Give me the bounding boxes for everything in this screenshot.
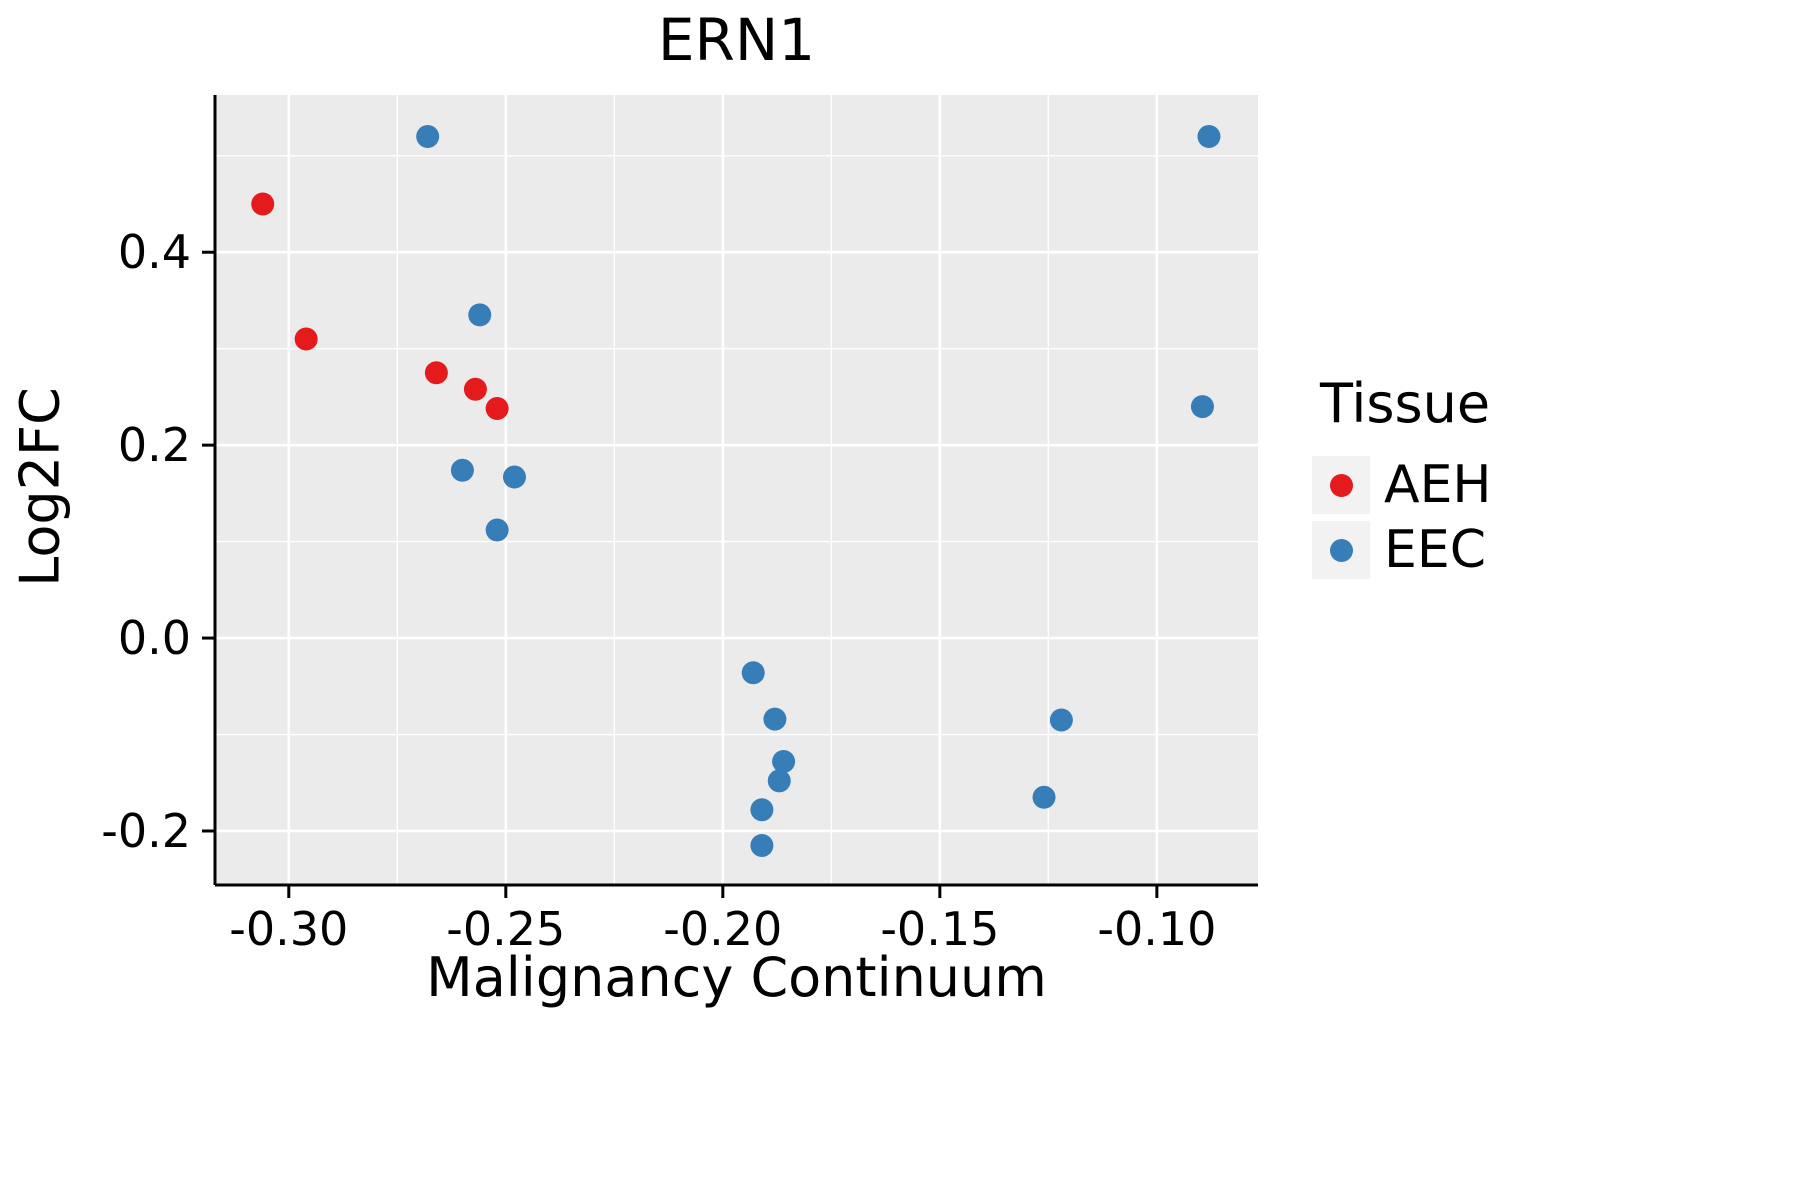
data-point-aeh [485, 396, 509, 420]
data-point-aeh [251, 192, 275, 216]
data-point-eec [416, 124, 440, 148]
data-point-eec [1190, 395, 1214, 419]
legend-key-eec [1312, 521, 1370, 579]
x-tick-label: -0.10 [1097, 902, 1216, 956]
data-point-eec [1197, 124, 1221, 148]
data-point-eec [750, 833, 774, 857]
data-point-aeh [463, 377, 487, 401]
data-point-eec [468, 303, 492, 327]
x-tick-label: -0.25 [446, 902, 565, 956]
data-point-aeh [294, 327, 318, 351]
x-tick-label: -0.30 [229, 902, 348, 956]
y-tick-label: 0.0 [118, 611, 191, 665]
y-axis-label: Log2FC [8, 387, 72, 587]
data-point-eec [750, 798, 774, 822]
data-point-eec [767, 769, 791, 793]
y-tick-label: -0.2 [101, 804, 191, 858]
y-tick-label: 0.2 [118, 418, 191, 472]
data-point-eec [485, 518, 509, 542]
legend-key-aeh [1312, 456, 1370, 514]
data-point-eec [1032, 785, 1056, 809]
data-point-eec [741, 661, 765, 685]
data-point-eec [450, 458, 474, 482]
data-point-eec [1049, 708, 1073, 732]
chart-title: ERN1 [657, 6, 816, 74]
y-tick-label: 0.4 [118, 225, 191, 279]
data-point-eec [763, 707, 787, 731]
x-tick-label: -0.20 [663, 902, 782, 956]
legend-label-aeh: AEH [1384, 455, 1492, 515]
legend: Tissue AEH EEC [1312, 372, 1492, 585]
data-point-eec [772, 750, 796, 774]
legend-title: Tissue [1320, 372, 1491, 435]
data-point-eec [502, 465, 526, 489]
legend-marker-aeh-icon [1329, 473, 1353, 497]
legend-item-aeh: AEH [1312, 455, 1492, 515]
legend-marker-eec-icon [1329, 538, 1353, 562]
legend-item-eec: EEC [1312, 520, 1492, 580]
data-point-aeh [424, 361, 448, 385]
x-tick-label: -0.15 [880, 902, 999, 956]
plot-panel [215, 95, 1258, 885]
legend-label-eec: EEC [1384, 520, 1487, 580]
x-axis-label: Malignancy Continuum [426, 946, 1047, 1009]
